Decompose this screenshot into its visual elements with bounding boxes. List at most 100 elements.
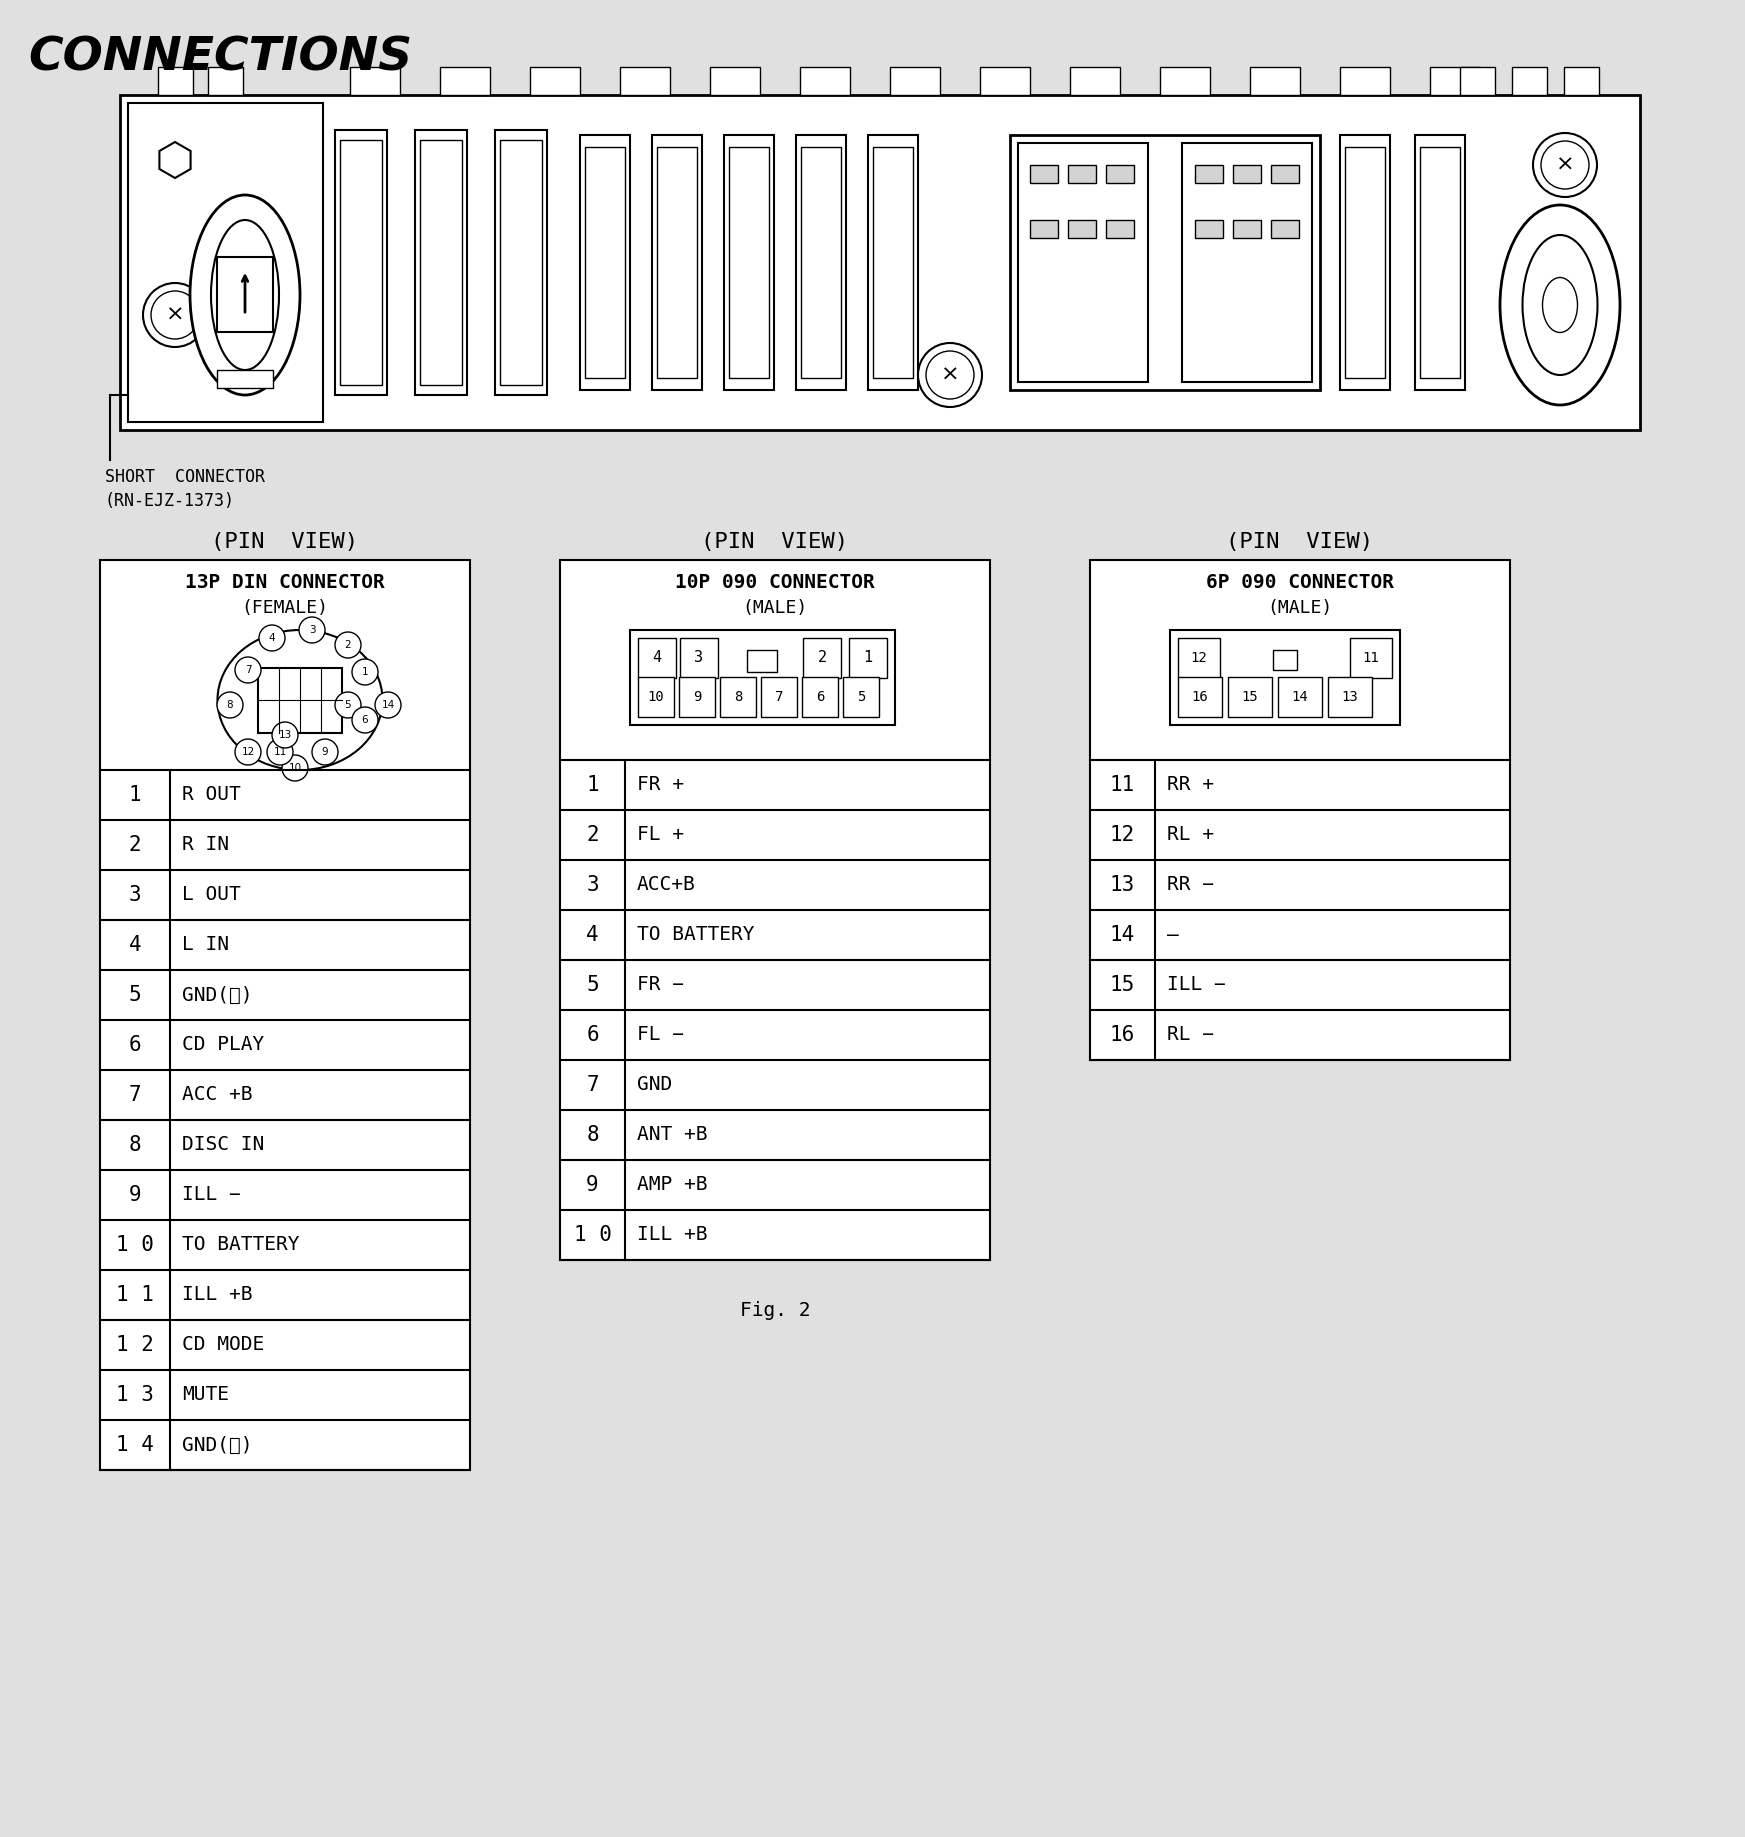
Text: 4: 4 bbox=[586, 926, 599, 944]
Bar bbox=[890, 66, 941, 96]
Text: RR −: RR − bbox=[1167, 876, 1215, 895]
Bar bbox=[796, 134, 846, 389]
Circle shape bbox=[236, 658, 262, 683]
Text: 13: 13 bbox=[1342, 691, 1358, 704]
Circle shape bbox=[283, 755, 309, 781]
Circle shape bbox=[352, 659, 379, 685]
Circle shape bbox=[352, 707, 379, 733]
Text: GND(大): GND(大) bbox=[181, 1435, 253, 1455]
Bar bbox=[850, 637, 886, 678]
Text: MUTE: MUTE bbox=[181, 1385, 229, 1405]
Bar bbox=[1195, 220, 1223, 239]
Text: R OUT: R OUT bbox=[181, 786, 241, 805]
Text: ×: × bbox=[1557, 154, 1574, 175]
Text: 11: 11 bbox=[1110, 775, 1136, 795]
Circle shape bbox=[375, 693, 401, 718]
Text: 16: 16 bbox=[1110, 1025, 1136, 1045]
Bar bbox=[1228, 678, 1272, 716]
Bar bbox=[1249, 66, 1300, 96]
Bar bbox=[1270, 165, 1298, 184]
Bar bbox=[1178, 637, 1220, 678]
Bar bbox=[1181, 143, 1312, 382]
Bar bbox=[1415, 134, 1466, 389]
Circle shape bbox=[152, 290, 199, 340]
Text: 4: 4 bbox=[129, 935, 141, 955]
Text: 9: 9 bbox=[693, 691, 701, 704]
Bar bbox=[1420, 147, 1461, 378]
Bar bbox=[1068, 220, 1096, 239]
Text: 5: 5 bbox=[586, 975, 599, 996]
Text: 1 0: 1 0 bbox=[574, 1225, 611, 1245]
Bar bbox=[729, 147, 770, 378]
Bar bbox=[1010, 134, 1319, 389]
Text: 3: 3 bbox=[586, 874, 599, 895]
Text: 3: 3 bbox=[129, 885, 141, 906]
Text: 6: 6 bbox=[586, 1025, 599, 1045]
Text: FL −: FL − bbox=[637, 1025, 684, 1045]
Text: 12: 12 bbox=[1190, 650, 1208, 665]
Text: 12: 12 bbox=[1110, 825, 1136, 845]
Bar bbox=[216, 369, 272, 388]
Text: CD PLAY: CD PLAY bbox=[181, 1036, 263, 1054]
Text: 12: 12 bbox=[241, 748, 255, 757]
Text: (PIN  VIEW): (PIN VIEW) bbox=[211, 533, 358, 551]
Text: 14: 14 bbox=[1110, 926, 1136, 944]
Circle shape bbox=[312, 738, 339, 764]
Text: 4: 4 bbox=[653, 650, 661, 665]
Ellipse shape bbox=[1543, 277, 1577, 332]
Bar bbox=[679, 678, 715, 716]
Text: DISC IN: DISC IN bbox=[181, 1135, 263, 1154]
Bar bbox=[639, 678, 674, 716]
Bar bbox=[1328, 678, 1372, 716]
Bar bbox=[867, 134, 918, 389]
Text: ×: × bbox=[941, 366, 960, 386]
Text: 5: 5 bbox=[346, 700, 351, 709]
Bar bbox=[560, 560, 989, 1260]
Circle shape bbox=[1534, 132, 1597, 197]
Text: 1: 1 bbox=[586, 775, 599, 795]
Bar bbox=[1070, 66, 1120, 96]
Text: FR −: FR − bbox=[637, 975, 684, 994]
Text: 8: 8 bbox=[735, 691, 742, 704]
Bar bbox=[724, 134, 775, 389]
Ellipse shape bbox=[218, 630, 382, 770]
Circle shape bbox=[267, 738, 293, 764]
Bar bbox=[99, 560, 469, 1470]
Bar bbox=[1091, 560, 1509, 1060]
Text: RL −: RL − bbox=[1167, 1025, 1215, 1045]
Text: RR +: RR + bbox=[1167, 775, 1215, 794]
Bar bbox=[127, 103, 323, 423]
Text: 9: 9 bbox=[586, 1176, 599, 1196]
Bar bbox=[619, 66, 670, 96]
Text: ACC +B: ACC +B bbox=[181, 1086, 253, 1104]
Text: FL +: FL + bbox=[637, 825, 684, 845]
Text: FR +: FR + bbox=[637, 775, 684, 794]
Text: 11: 11 bbox=[274, 748, 286, 757]
Text: 10: 10 bbox=[288, 762, 302, 773]
Text: GND: GND bbox=[637, 1075, 672, 1095]
Text: 5: 5 bbox=[129, 985, 141, 1005]
Text: 1: 1 bbox=[129, 784, 141, 805]
Bar bbox=[1030, 165, 1057, 184]
Text: 8: 8 bbox=[586, 1124, 599, 1144]
Text: 14: 14 bbox=[1291, 691, 1309, 704]
Text: 3: 3 bbox=[309, 625, 316, 636]
Bar bbox=[120, 96, 1640, 430]
Bar bbox=[1340, 66, 1391, 96]
Text: TO BATTERY: TO BATTERY bbox=[181, 1236, 300, 1255]
Bar bbox=[1351, 637, 1393, 678]
Bar bbox=[496, 130, 546, 395]
Bar bbox=[630, 630, 895, 726]
Bar bbox=[1068, 165, 1096, 184]
Bar bbox=[653, 134, 701, 389]
Bar bbox=[1461, 66, 1495, 96]
Text: ×: × bbox=[166, 305, 185, 325]
Bar bbox=[216, 257, 272, 332]
Bar bbox=[872, 147, 913, 378]
Bar bbox=[1169, 630, 1399, 726]
Text: R IN: R IN bbox=[181, 836, 229, 854]
Text: 1 0: 1 0 bbox=[117, 1234, 154, 1255]
Bar bbox=[843, 678, 879, 716]
Ellipse shape bbox=[1501, 206, 1619, 404]
Text: 4: 4 bbox=[269, 634, 276, 643]
